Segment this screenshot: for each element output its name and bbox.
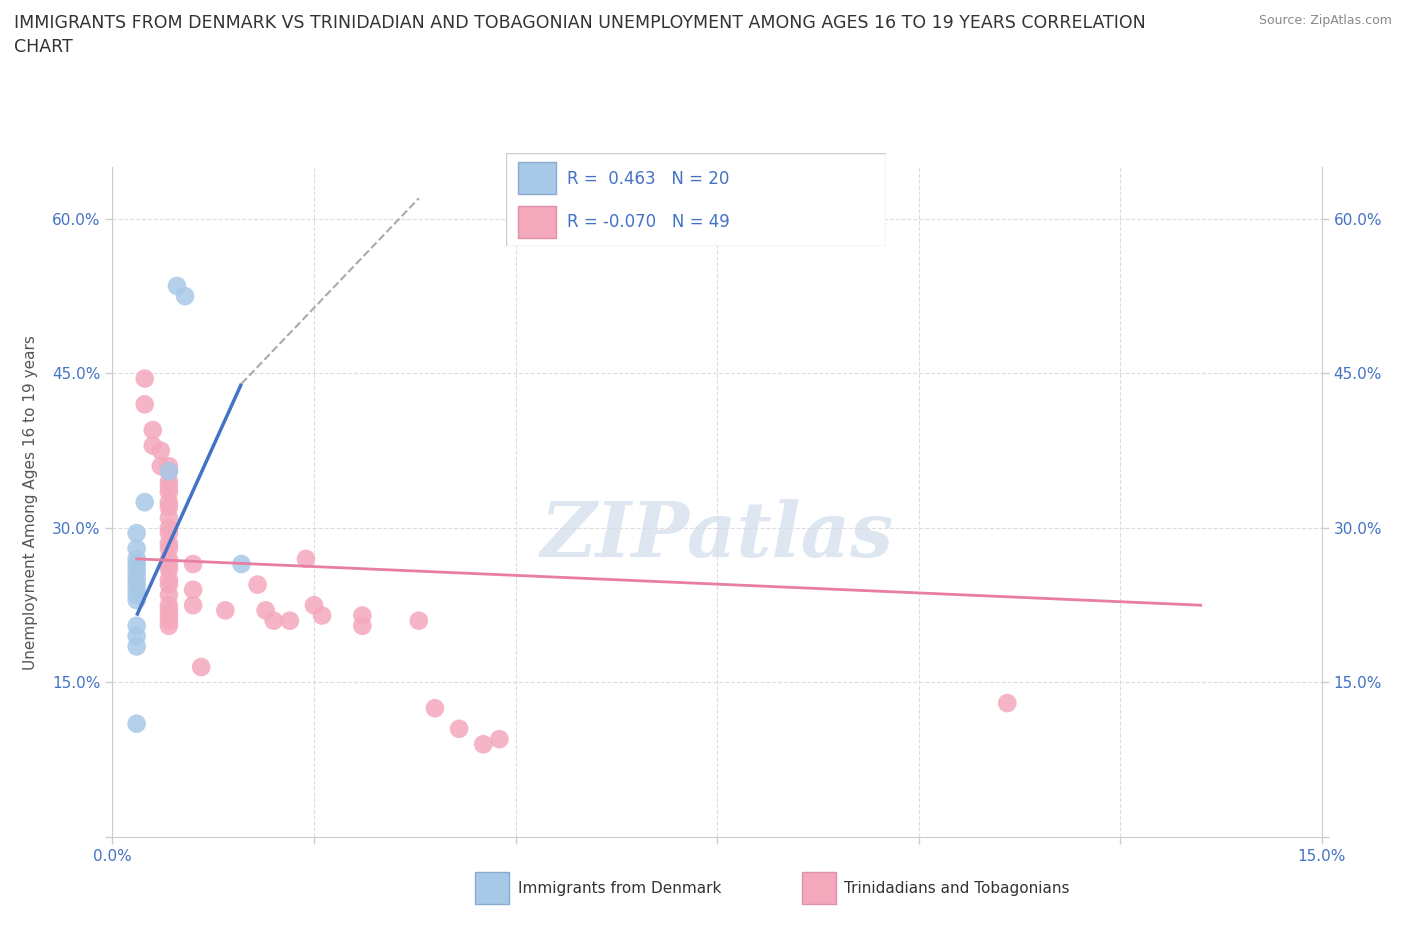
Text: Trinidadians and Tobagonians: Trinidadians and Tobagonians [844,881,1070,896]
Point [157,464,180,479]
Point [125,567,148,582]
Point [352,608,374,623]
Point [254,603,277,618]
Point [157,495,180,510]
Point [408,613,430,628]
Point [311,608,333,623]
Point [125,541,148,556]
Point [472,737,495,751]
Point [125,592,148,607]
Point [157,562,180,577]
Point [263,613,285,628]
Point [157,613,180,628]
Point [246,578,269,592]
Point [157,521,180,536]
Point [149,444,172,458]
Point [157,556,180,571]
Point [125,578,148,592]
Point [134,397,156,412]
FancyBboxPatch shape [517,162,555,194]
Point [231,556,253,571]
Point [157,536,180,551]
Text: ZIPatlas: ZIPatlas [540,498,894,573]
Point [157,485,180,499]
Point [125,572,148,587]
Point [157,578,180,592]
Point [488,732,510,747]
Point [157,474,180,489]
Point [214,603,236,618]
Text: Immigrants from Denmark: Immigrants from Denmark [517,881,721,896]
FancyBboxPatch shape [475,872,509,904]
Point [125,525,148,540]
FancyBboxPatch shape [801,872,835,904]
Point [157,608,180,623]
Point [125,551,148,566]
Point [125,618,148,633]
Point [125,639,148,654]
Point [278,613,301,628]
Text: Source: ZipAtlas.com: Source: ZipAtlas.com [1258,14,1392,27]
Point [190,659,212,674]
Point [302,598,325,613]
FancyBboxPatch shape [517,206,555,238]
Point [157,598,180,613]
Point [423,701,446,716]
Point [157,479,180,494]
Y-axis label: Unemployment Among Ages 16 to 19 years: Unemployment Among Ages 16 to 19 years [24,335,38,670]
Point [125,588,148,603]
Text: R = -0.070   N = 49: R = -0.070 N = 49 [567,213,730,231]
Point [157,525,180,540]
Text: R =  0.463   N = 20: R = 0.463 N = 20 [567,169,730,188]
Point [449,722,471,737]
Point [157,551,180,566]
Point [174,288,197,303]
Text: IMMIGRANTS FROM DENMARK VS TRINIDADIAN AND TOBAGONIAN UNEMPLOYMENT AMONG AGES 16: IMMIGRANTS FROM DENMARK VS TRINIDADIAN A… [14,14,1146,56]
Point [125,582,148,597]
Point [125,562,148,577]
Point [181,582,204,597]
Point [125,629,148,644]
Point [995,696,1018,711]
Point [295,551,318,566]
Point [181,556,204,571]
FancyBboxPatch shape [506,153,886,246]
Point [142,422,165,437]
Point [125,716,148,731]
Point [166,278,188,293]
Point [352,618,374,633]
Point [149,458,172,473]
Point [157,541,180,556]
Point [157,618,180,633]
Point [142,438,165,453]
Point [157,588,180,603]
Point [125,556,148,571]
Point [134,495,156,510]
Point [134,371,156,386]
Point [157,511,180,525]
Point [181,598,204,613]
Point [157,500,180,515]
Point [157,572,180,587]
Point [157,464,180,479]
Point [157,458,180,473]
Point [157,603,180,618]
